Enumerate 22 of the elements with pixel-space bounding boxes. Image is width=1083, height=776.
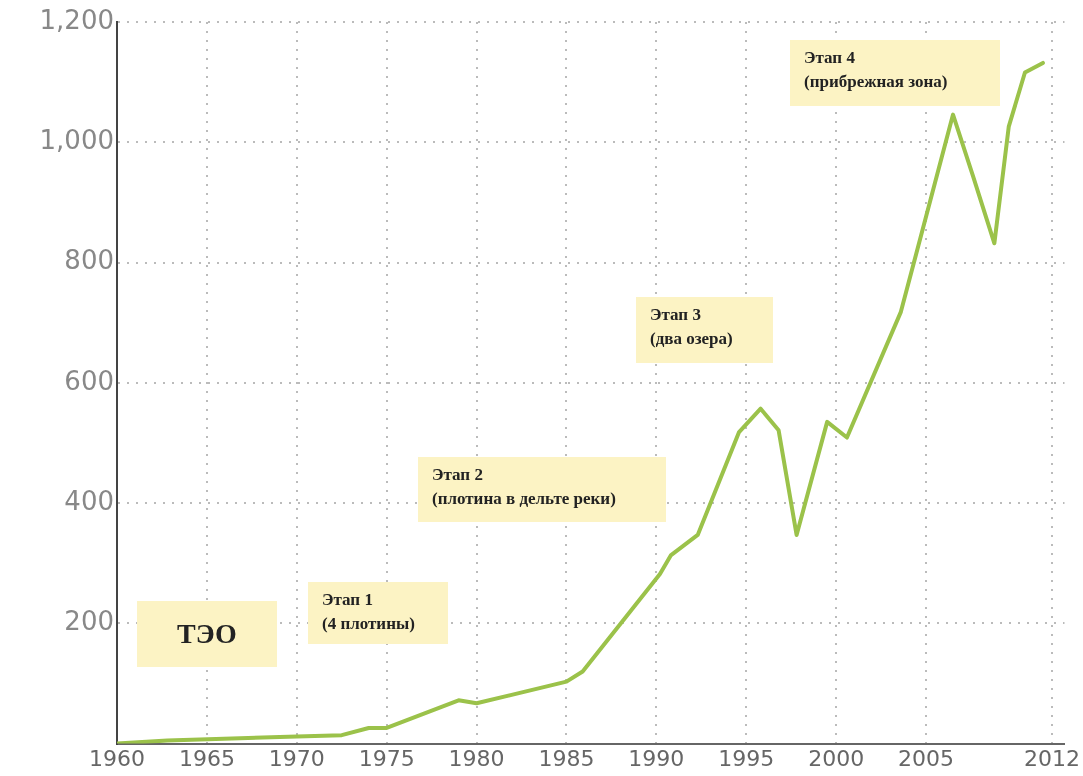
- x-tick-label: 1980: [448, 745, 505, 771]
- y-tick-label: 400: [64, 485, 114, 516]
- x-tick-label: 1960: [89, 745, 145, 771]
- note-box: Этап 2 (плотина в дельте реки): [418, 457, 666, 522]
- x-tick-label: 1985: [538, 745, 595, 771]
- x-tick-label: 1970: [268, 745, 325, 771]
- x-tick-label: 2005: [898, 745, 955, 771]
- x-tick-label: 2000: [808, 745, 865, 771]
- y-tick-label: 600: [64, 365, 114, 396]
- x-tick-label: 1965: [178, 745, 235, 771]
- y-tick-label: 1,000: [39, 125, 114, 156]
- x-tick-label: 1995: [718, 745, 775, 771]
- x-tick-label: 1990: [628, 745, 685, 771]
- y-tick-label: 1,200: [39, 4, 114, 35]
- x-tick-label: 1975: [358, 745, 415, 771]
- note-box: Этап 4 (прибрежная зона): [790, 40, 1000, 106]
- y-tick-label: 800: [64, 245, 114, 276]
- note-box: Этап 3 (два озера): [636, 297, 773, 363]
- note-box: Этап 1 (4 плотины): [308, 582, 448, 644]
- note-box: ТЭО: [137, 601, 277, 667]
- x-tick-label: 2012: [1023, 745, 1080, 771]
- y-tick-label: 200: [64, 606, 114, 637]
